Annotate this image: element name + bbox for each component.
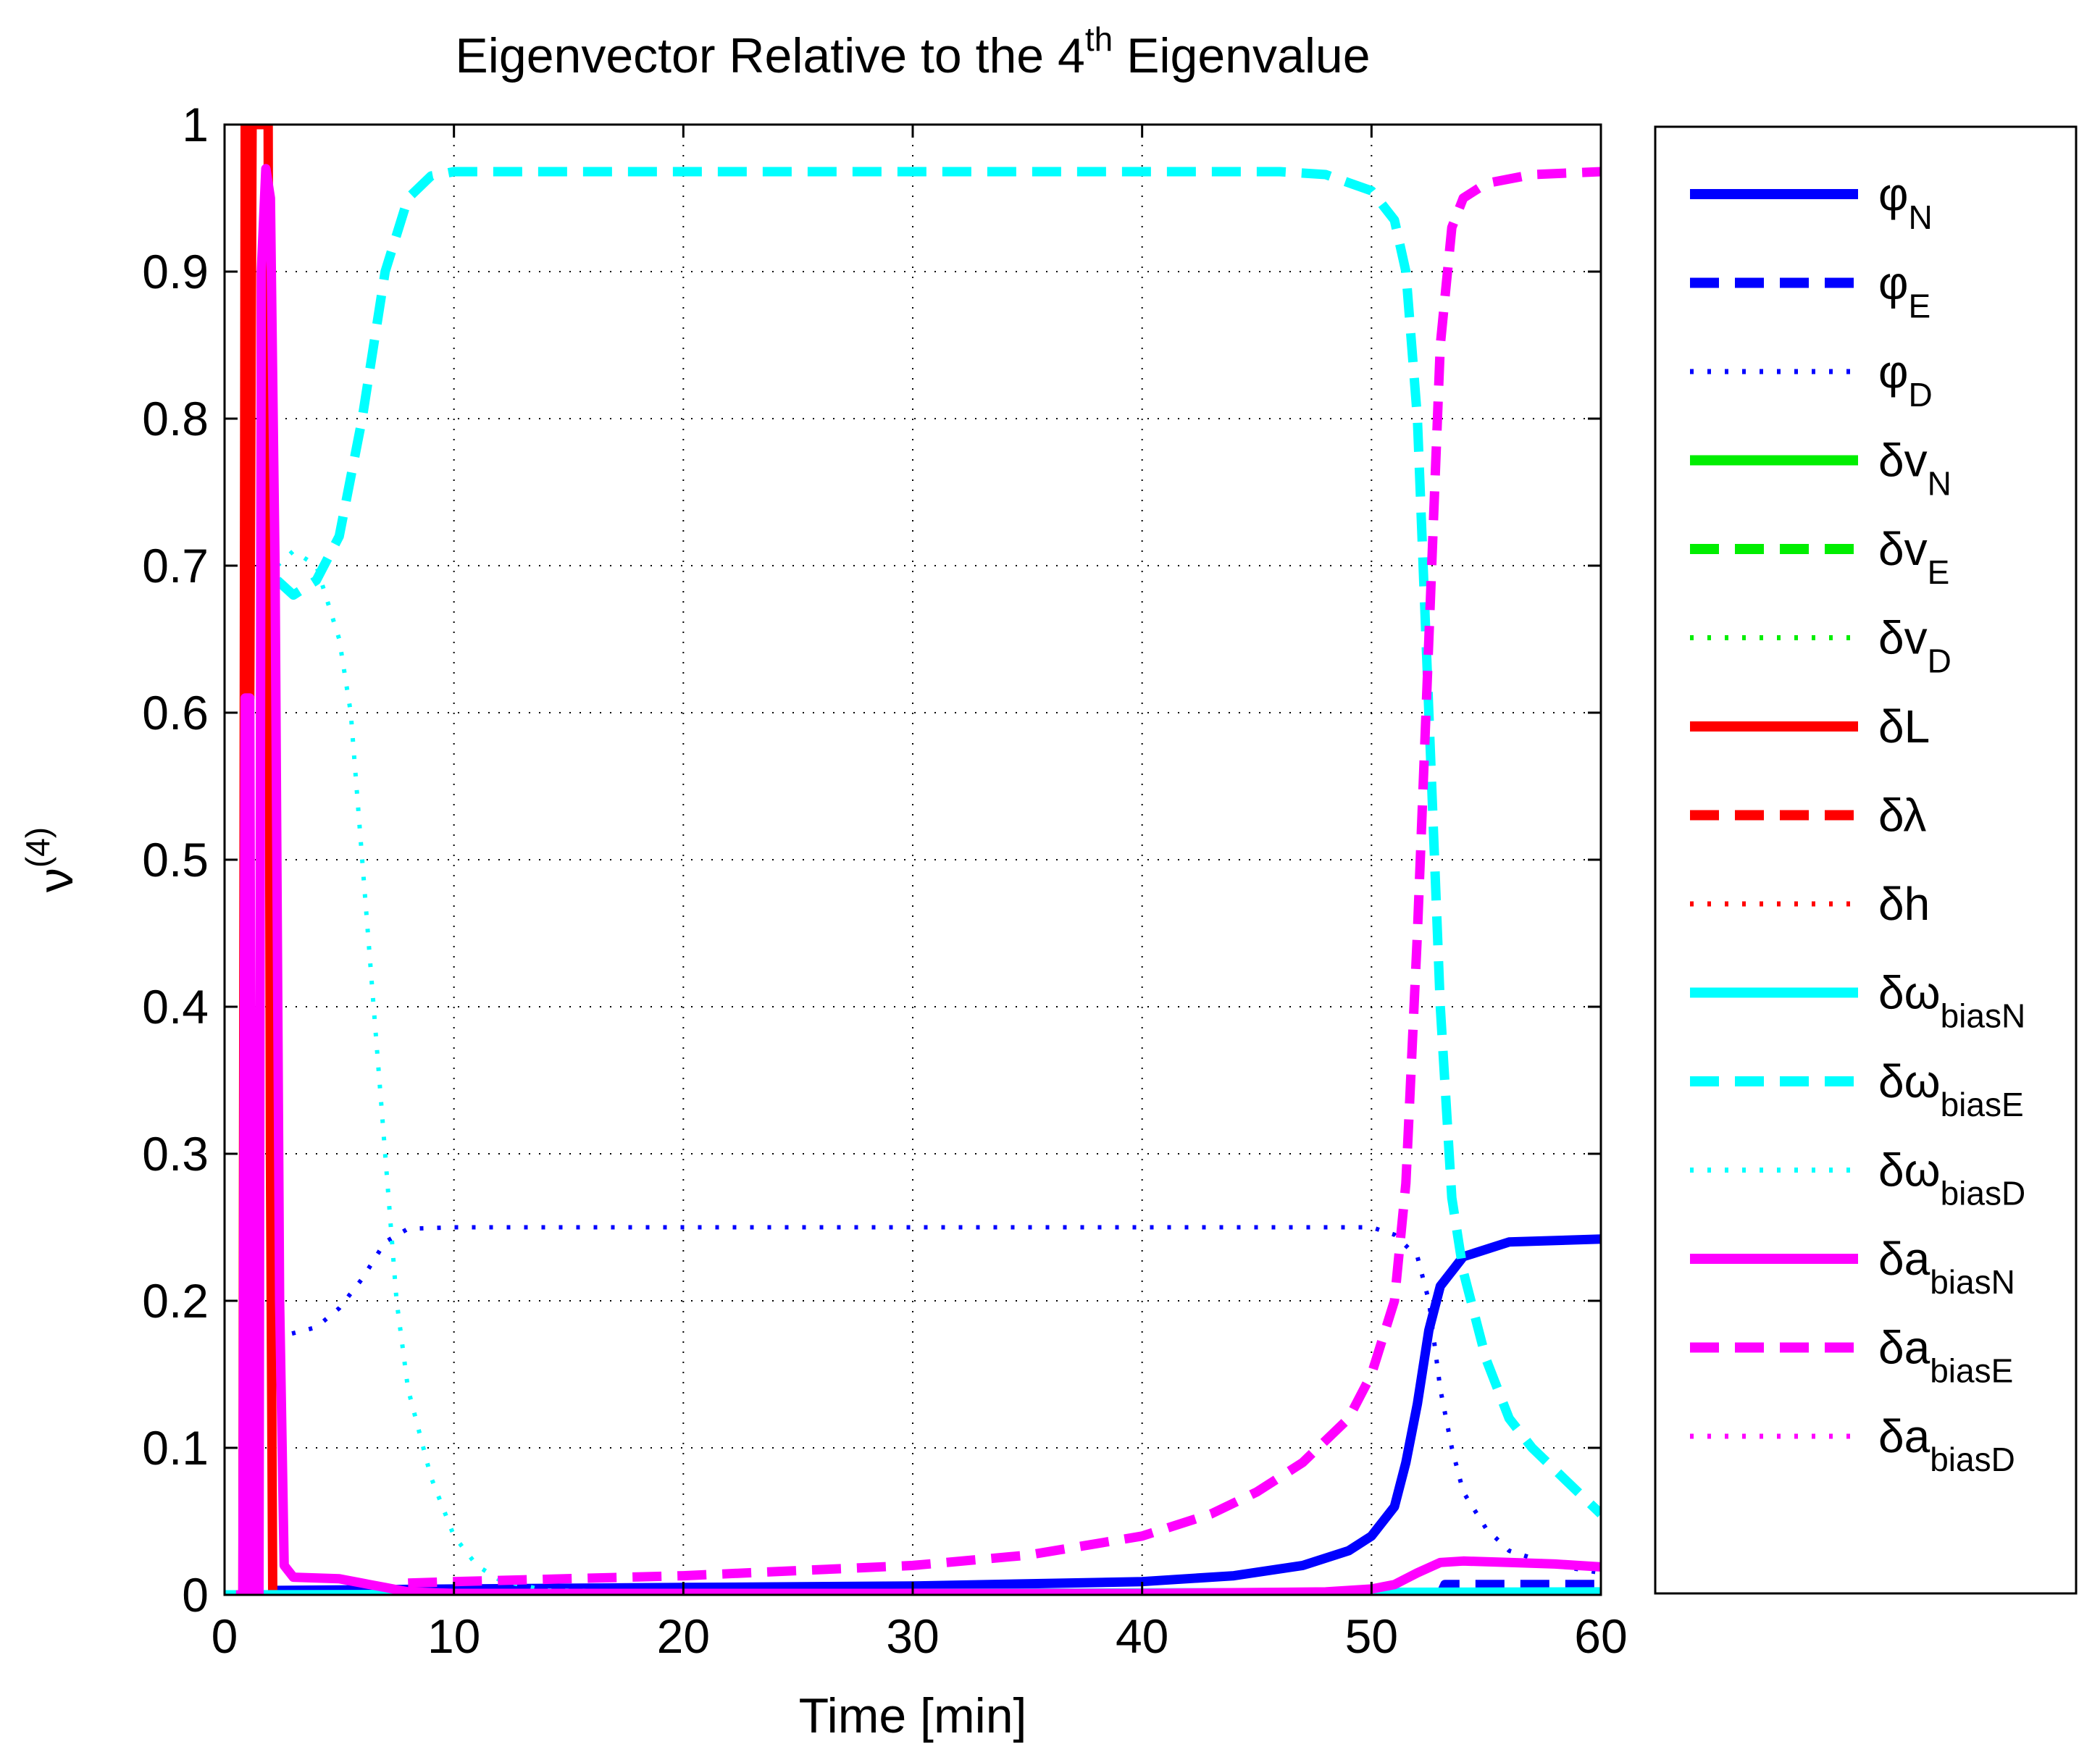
x-tick-label: 20 bbox=[657, 1609, 710, 1663]
y-tick-label: 0.7 bbox=[142, 539, 209, 592]
y-tick-label: 0.9 bbox=[142, 245, 209, 298]
legend-label: δabiasN bbox=[1878, 1233, 2015, 1301]
legend-label-base: φ bbox=[1878, 257, 1909, 309]
legend-label-base: δa bbox=[1878, 1322, 1930, 1374]
legend-label: δωbiasD bbox=[1878, 1144, 2025, 1212]
legend-label-sub: N bbox=[1928, 465, 1952, 503]
plot-area bbox=[225, 125, 1601, 1595]
legend-label-base: δa bbox=[1878, 1410, 1930, 1462]
series-δωbiasE bbox=[274, 167, 1601, 1517]
legend-label-sub: biasN bbox=[1930, 1263, 2015, 1301]
legend-label-sub: biasD bbox=[1941, 1175, 2026, 1212]
legend-label-base: δv bbox=[1878, 435, 1928, 487]
y-tick-label: 0.5 bbox=[142, 833, 209, 887]
y-tick-label: 0.2 bbox=[142, 1274, 209, 1328]
legend-label-base: δω bbox=[1878, 1144, 1941, 1197]
title-sup: th bbox=[1085, 20, 1113, 58]
x-tick-label: 10 bbox=[427, 1609, 480, 1663]
legend-label: φE bbox=[1878, 257, 1930, 325]
legend-label: δvN bbox=[1878, 435, 1952, 503]
legend-label-sub: D bbox=[1909, 376, 1933, 414]
series-δL bbox=[238, 125, 277, 1595]
chart-title: Eigenvector Relative to the 4th Eigenval… bbox=[455, 20, 1370, 83]
legend: φNφEφDδvNδvEδvDδLδλδhδωbiasNδωbiasEδωbia… bbox=[1690, 168, 2025, 1478]
y-axis-label-base: ν bbox=[28, 868, 83, 892]
legend-label-base: δL bbox=[1878, 700, 1930, 753]
y-tick-label: 0.4 bbox=[142, 980, 209, 1034]
legend-label: δωbiasE bbox=[1878, 1055, 2024, 1123]
title-tail: Eigenvalue bbox=[1113, 28, 1370, 83]
legend-label-base: δh bbox=[1878, 878, 1930, 930]
x-tick-labels: 0 10 20 30 40 50 60 bbox=[212, 1609, 1628, 1663]
series-δabiasN bbox=[235, 164, 1601, 1595]
legend-label: δL bbox=[1878, 700, 1930, 753]
y-tick-label: 0.1 bbox=[142, 1421, 209, 1475]
legend-label-base: δv bbox=[1878, 523, 1928, 575]
legend-label-base: φ bbox=[1878, 168, 1909, 220]
legend-label: φD bbox=[1878, 345, 1933, 414]
legend-label: δvD bbox=[1878, 612, 1952, 680]
legend-label: δh bbox=[1878, 878, 1930, 930]
legend-label-base: δv bbox=[1878, 612, 1928, 664]
y-tick-label: 0.8 bbox=[142, 392, 209, 445]
legend-label-sub: E bbox=[1928, 553, 1950, 591]
y-tick-label: 0 bbox=[182, 1568, 209, 1622]
title-main: Eigenvector Relative to the 4 bbox=[455, 28, 1084, 83]
legend-label-base: δλ bbox=[1878, 789, 1926, 842]
legend-label: δωbiasN bbox=[1878, 967, 2025, 1035]
y-tick-label: 1 bbox=[182, 98, 209, 151]
y-tick-label: 0.6 bbox=[142, 686, 209, 739]
legend-label-sub: N bbox=[1909, 198, 1933, 236]
legend-label-sub: E bbox=[1909, 288, 1931, 325]
series-δabiasE bbox=[408, 167, 1601, 1588]
legend-label: δabiasE bbox=[1878, 1322, 2013, 1390]
y-tick-label: 0.3 bbox=[142, 1127, 209, 1181]
x-tick-label: 40 bbox=[1116, 1609, 1168, 1663]
legend-label-sub: biasE bbox=[1930, 1352, 2013, 1390]
x-tick-label: 50 bbox=[1345, 1609, 1398, 1663]
legend-label: δabiasD bbox=[1878, 1410, 2015, 1478]
x-tick-label: 0 bbox=[212, 1609, 238, 1663]
y-axis-label: ν(4) bbox=[19, 827, 83, 892]
grid-lines bbox=[225, 125, 1601, 1595]
legend-label: δvE bbox=[1878, 523, 1949, 591]
legend-label-sub: biasE bbox=[1941, 1086, 2024, 1123]
legend-label-sub: biasD bbox=[1930, 1441, 2015, 1478]
x-tick-label: 30 bbox=[886, 1609, 939, 1663]
y-tick-labels: 0 0.1 0.2 0.3 0.4 0.5 0.6 0.7 0.8 0.9 1 bbox=[142, 98, 209, 1622]
legend-label-base: φ bbox=[1878, 345, 1909, 398]
legend-label-base: δa bbox=[1878, 1233, 1930, 1285]
y-axis-label-sup: (4) bbox=[19, 827, 57, 868]
legend-label: δλ bbox=[1878, 789, 1926, 842]
x-tick-label: 60 bbox=[1574, 1609, 1627, 1663]
x-axis-label: Time [min] bbox=[799, 1688, 1027, 1743]
legend-label-sub: biasN bbox=[1941, 997, 2026, 1035]
axis-ticks bbox=[223, 123, 1602, 1596]
legend-label: φN bbox=[1878, 168, 1933, 236]
legend-label-base: δω bbox=[1878, 1055, 1941, 1107]
legend-label-base: δω bbox=[1878, 967, 1941, 1019]
legend-label-sub: D bbox=[1928, 642, 1952, 680]
